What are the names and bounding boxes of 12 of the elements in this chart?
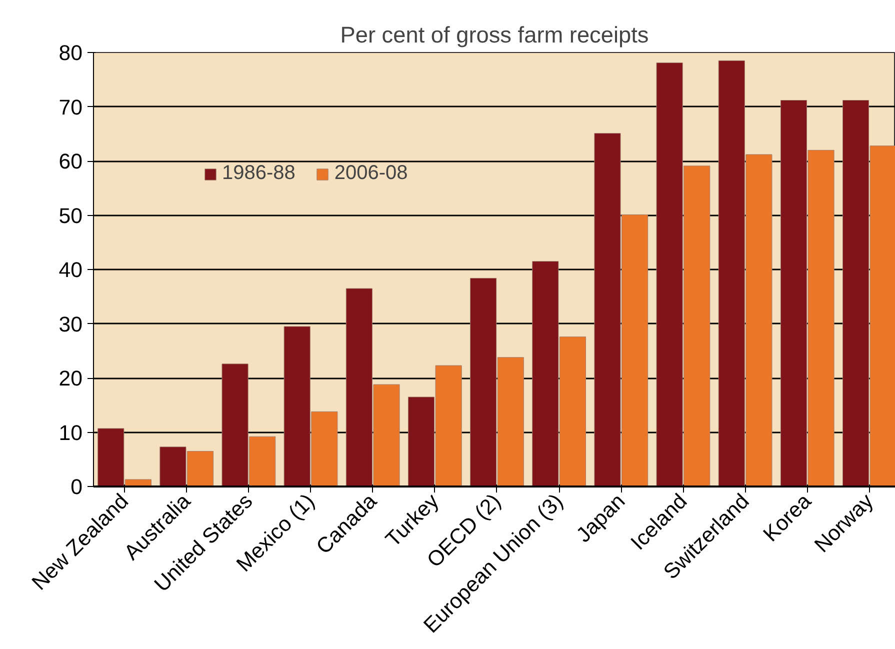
y-tick-label: 30 — [58, 312, 83, 336]
y-tick-label: 80 — [58, 41, 83, 65]
y-tick-label: 50 — [58, 204, 83, 228]
y-tick-label: 60 — [58, 150, 83, 174]
chart-title: Per cent of gross farm receipts — [340, 22, 649, 48]
legend-label: 2006-08 — [334, 162, 408, 185]
y-tick-label: 40 — [58, 258, 83, 282]
y-tick-label: 0 — [70, 475, 83, 499]
y-tick-label: 10 — [58, 420, 83, 445]
y-tick-label: 70 — [58, 95, 83, 120]
legend-label: 1986-88 — [222, 162, 296, 185]
y-tick-label: 20 — [58, 366, 83, 390]
